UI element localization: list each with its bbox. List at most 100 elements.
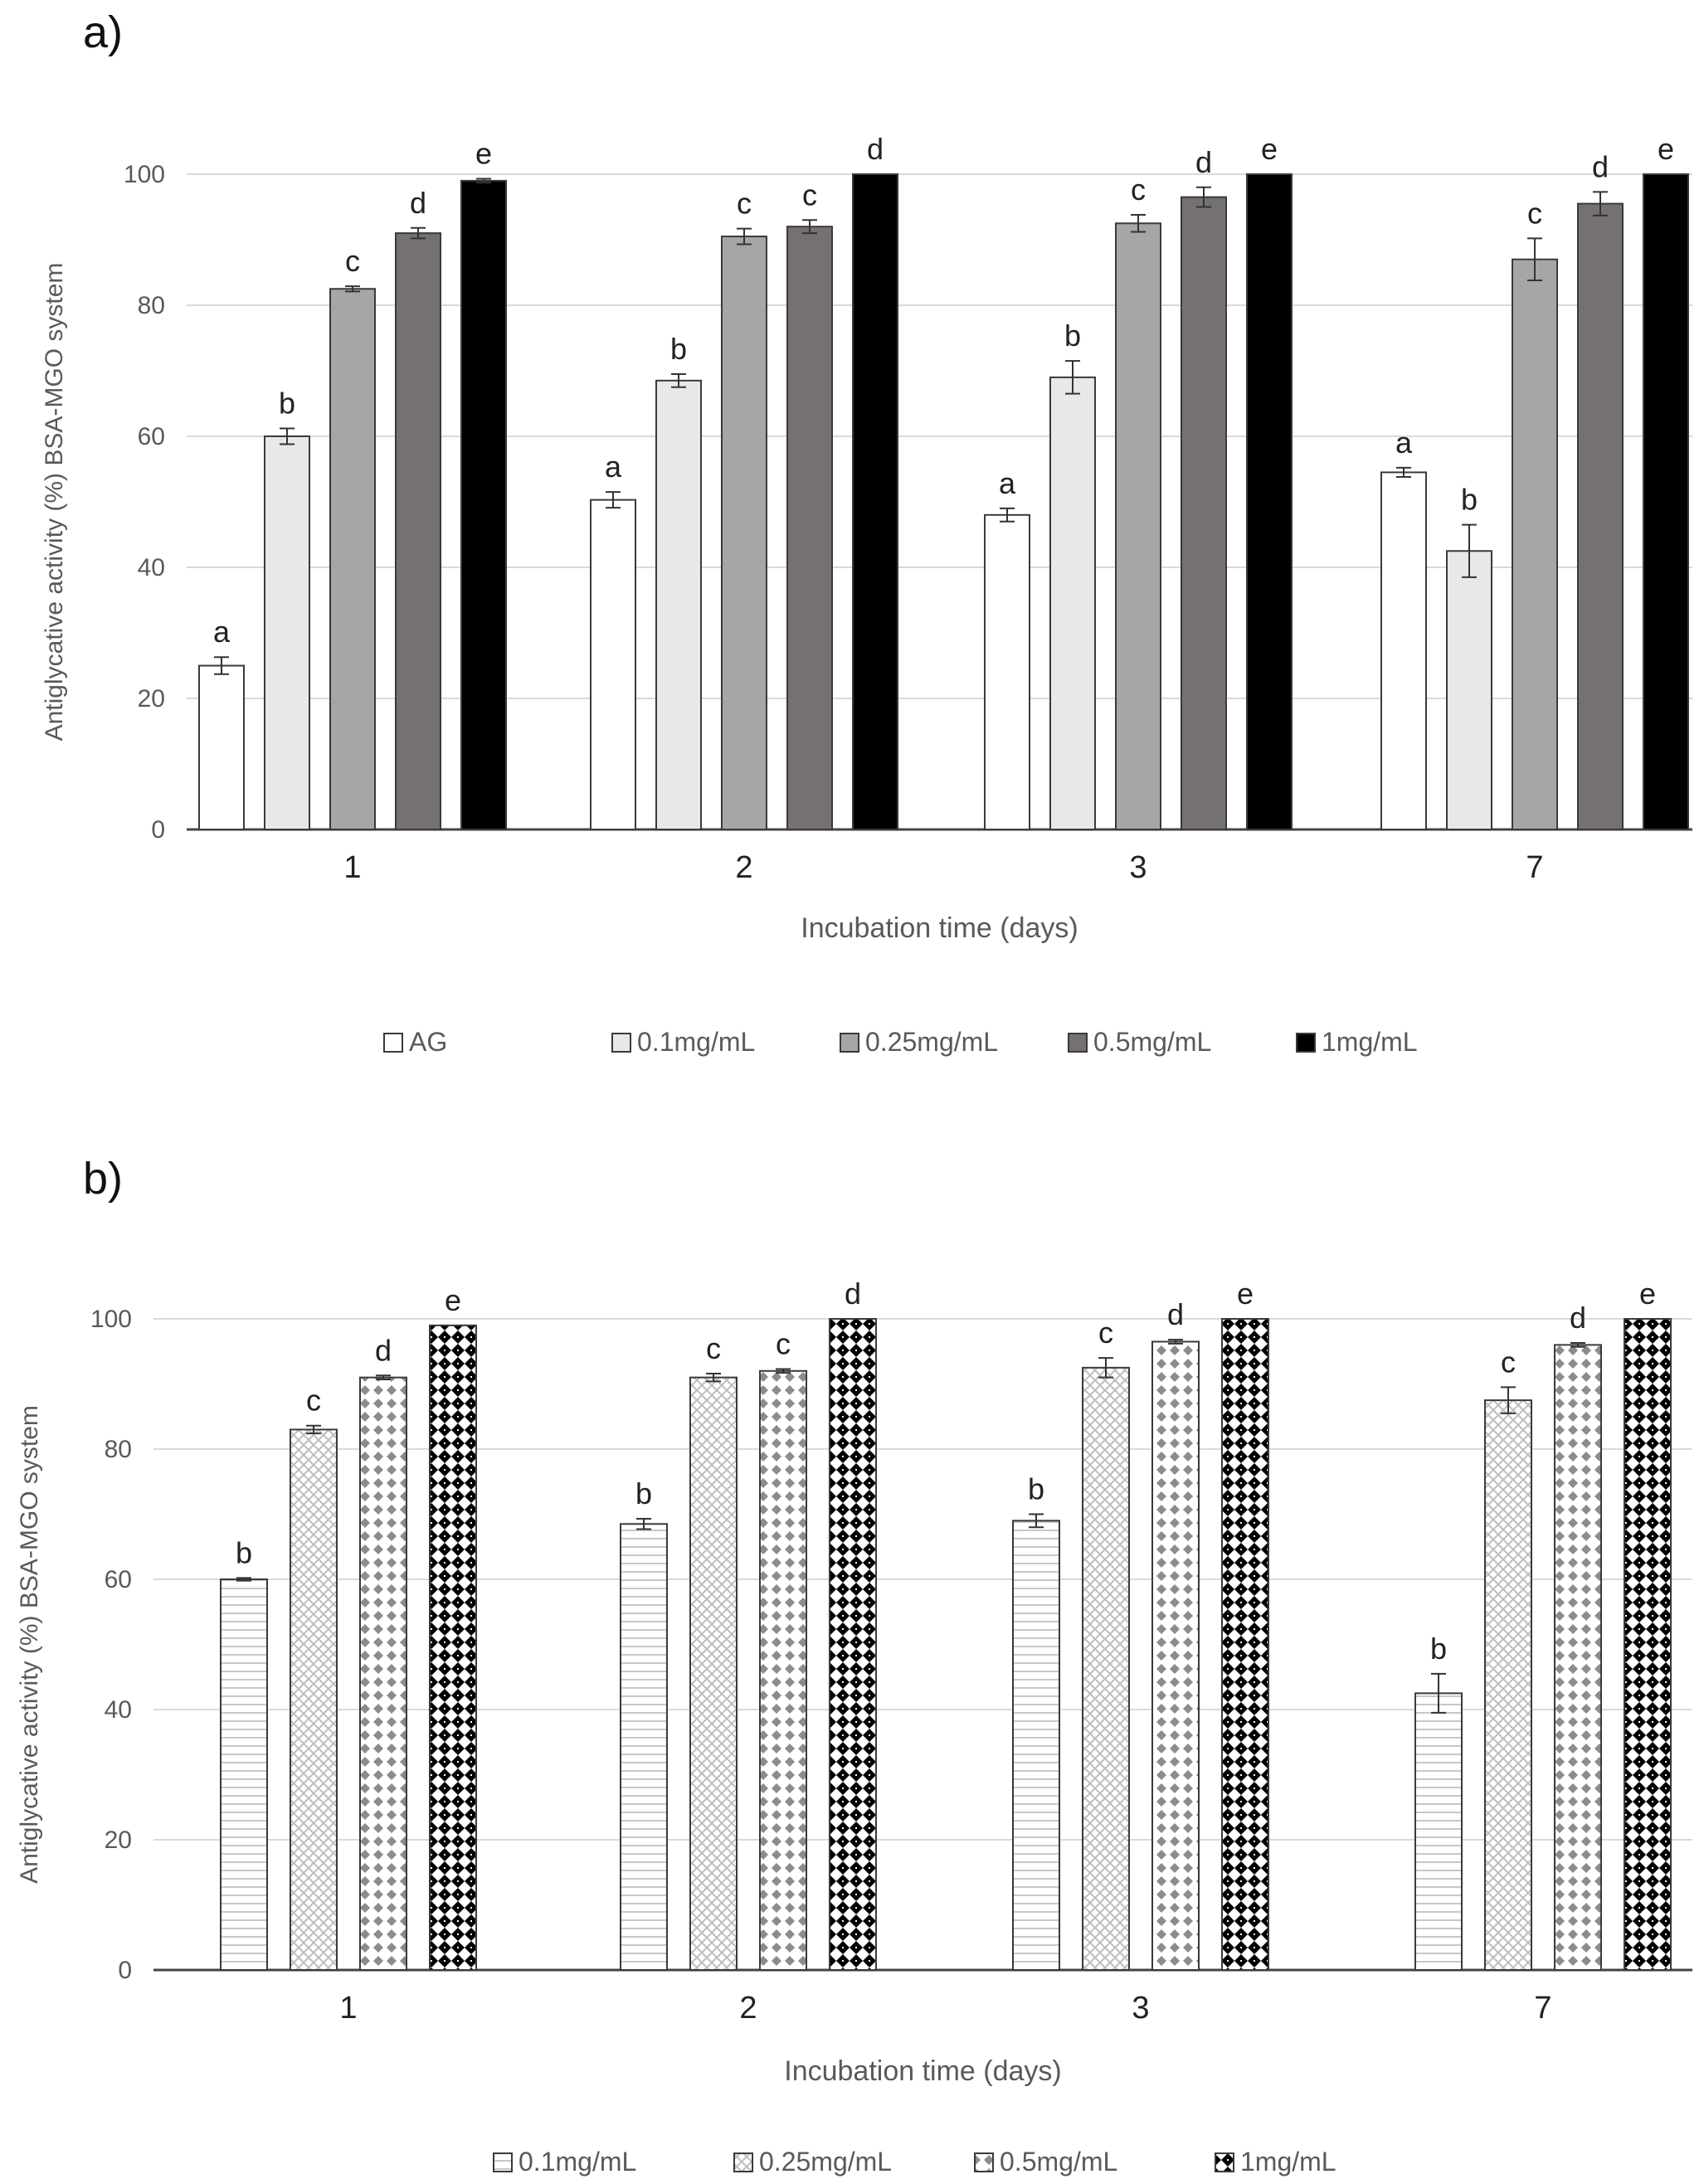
significance-letter: d <box>1195 145 1212 179</box>
significance-letter: c <box>776 1326 791 1360</box>
y-tick-label: 20 <box>138 685 165 713</box>
x-tick-label: 3 <box>1129 850 1147 885</box>
y-tick-label: 80 <box>105 1436 132 1463</box>
bar <box>460 179 507 830</box>
legend-swatch <box>1068 1033 1088 1053</box>
significance-letter: b <box>1064 319 1081 353</box>
significance-letter: c <box>706 1331 721 1365</box>
bar <box>1624 1318 1672 1971</box>
bar <box>198 664 245 830</box>
bar <box>264 435 310 830</box>
bar <box>984 513 1030 830</box>
significance-letter: a <box>213 615 231 649</box>
significance-letter: b <box>236 1535 252 1569</box>
y-tick-label: 40 <box>138 554 165 581</box>
significance-letter: d <box>867 132 884 166</box>
bar <box>1446 550 1492 830</box>
bar <box>1115 222 1161 830</box>
y-tick-label: 60 <box>138 423 165 450</box>
bar <box>1181 196 1227 830</box>
significance-letter: c <box>1098 1316 1113 1350</box>
significance-letter: b <box>1028 1472 1044 1506</box>
significance-letter: b <box>1430 1632 1447 1666</box>
legend-label: 0.1mg/mL <box>637 1027 755 1057</box>
bar <box>689 1376 738 1971</box>
y-tick-label: 40 <box>105 1696 132 1724</box>
legend-swatch <box>493 2152 513 2172</box>
panel-b-label: b) <box>83 1154 124 1204</box>
x-tick-label: 3 <box>1132 1991 1149 2026</box>
chart-a: 0 20 40 60 80 100 a b c d e 1 a b c c d 2 a b c d e 3 a b c d e 7 Incu… <box>41 132 1692 1057</box>
significance-letter: d <box>410 186 426 220</box>
significance-letter: c <box>802 178 817 212</box>
significance-letter: e <box>1658 132 1674 166</box>
legend-swatch <box>611 1033 631 1053</box>
significance-letter: b <box>279 387 295 421</box>
bar <box>786 226 833 830</box>
legend-label: 0.25mg/mL <box>865 1027 998 1057</box>
y-tick-label: 100 <box>90 1306 132 1333</box>
legend-swatch <box>383 1033 403 1053</box>
legend-label: 1mg/mL <box>1240 2147 1336 2177</box>
bar <box>1554 1344 1602 1971</box>
chart-b: 0 20 40 60 80 100 b c d e 1 b c c d 2 b c d e 3 b c d e 7 Incubati… <box>16 1277 1692 2177</box>
bar <box>1151 1340 1200 1972</box>
bar <box>1484 1399 1532 1971</box>
significance-letter: b <box>635 1476 652 1510</box>
legend-label: 0.25mg/mL <box>759 2147 892 2177</box>
legend-swatch <box>733 2152 753 2172</box>
y-axis-title: Antiglycative activity (%) BSA-MGO syste… <box>16 1405 43 1884</box>
bar <box>1246 173 1293 830</box>
bar <box>1380 471 1427 830</box>
bar <box>829 1318 877 1971</box>
y-tick-label: 100 <box>124 161 165 188</box>
bar <box>1049 376 1096 830</box>
bar <box>329 288 376 830</box>
significance-letter: d <box>375 1333 392 1367</box>
x-tick-label: 1 <box>343 850 361 885</box>
significance-letter: b <box>670 332 687 366</box>
bar <box>359 1376 407 1971</box>
significance-letter: c <box>345 244 360 278</box>
bar <box>721 236 767 831</box>
legend-label: 0.5mg/mL <box>1093 1027 1211 1057</box>
significance-letter: c <box>1131 173 1146 207</box>
bar <box>1577 202 1624 831</box>
bar <box>220 1578 268 1971</box>
y-tick-label: 20 <box>105 1826 132 1854</box>
bar <box>1643 173 1689 830</box>
legend-swatch <box>1215 2152 1234 2172</box>
significance-letter: d <box>1592 149 1609 183</box>
x-axis-title: Incubation time (days) <box>784 2055 1062 2087</box>
legend-label: 1mg/mL <box>1322 1027 1418 1057</box>
legend-label: 0.1mg/mL <box>519 2147 636 2177</box>
significance-letter: d <box>1167 1297 1184 1331</box>
bar <box>290 1428 338 1971</box>
y-axis-title: Antiglycative activity (%) BSA-MGO syste… <box>41 263 68 742</box>
y-tick-label: 80 <box>138 292 165 319</box>
y-tick-label: 60 <box>105 1566 132 1593</box>
significance-letter: a <box>1395 426 1413 460</box>
significance-letter: c <box>1527 196 1542 230</box>
significance-letter: d <box>1570 1301 1586 1335</box>
y-tick-label: 0 <box>151 816 165 844</box>
x-tick-label: 2 <box>739 1991 757 2026</box>
x-tick-label: 7 <box>1534 1991 1551 2026</box>
bar <box>655 379 702 831</box>
significance-letter: e <box>1261 132 1278 166</box>
significance-letter: c <box>306 1384 321 1418</box>
bar <box>1221 1318 1269 1971</box>
bar <box>620 1523 668 1971</box>
bar <box>852 173 898 830</box>
legend-label: 0.5mg/mL <box>1000 2147 1117 2177</box>
significance-letter: e <box>475 137 492 171</box>
bar <box>429 1324 477 1972</box>
significance-letter: a <box>605 450 622 484</box>
legend-swatch <box>840 1033 859 1053</box>
bar <box>590 499 636 830</box>
significance-letter: e <box>445 1283 461 1317</box>
x-axis-title: Incubation time (days) <box>801 912 1078 944</box>
significance-letter: a <box>999 466 1016 500</box>
x-tick-label: 7 <box>1526 850 1543 885</box>
